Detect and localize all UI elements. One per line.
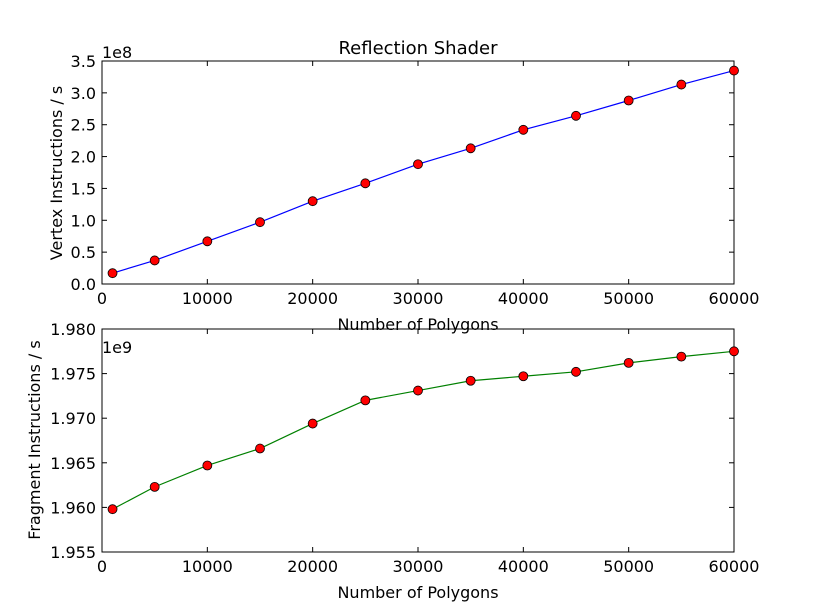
bottom-x-tick-label: 0 [97, 557, 107, 576]
bottom-y-tick-label: 1.975 [50, 365, 96, 384]
bottom-y-tick-label: 1.955 [50, 543, 96, 562]
top-x-tick-label: 0 [97, 289, 107, 308]
top-y-tick-label: 1.0 [71, 211, 96, 230]
bottom-data-point [202, 460, 213, 471]
top-data-point [465, 143, 476, 154]
top-y-tick-label: 3.5 [71, 52, 96, 71]
bottom-x-tick-label: 40000 [498, 557, 549, 576]
top-offset-label: 1e8 [102, 43, 132, 62]
bottom-axes-frame [101, 328, 735, 553]
bottom-series-line [112, 350, 735, 510]
top-x-tick-label: 60000 [709, 289, 760, 308]
top-data-point [623, 95, 634, 106]
top-x-tick-label: 30000 [393, 289, 444, 308]
top-x-tick-label: 50000 [603, 289, 654, 308]
bottom-y-tick-label: 1.965 [50, 454, 96, 473]
bottom-x-tick-label: 30000 [393, 557, 444, 576]
bottom-subplot: 1e9 Fragment Instructions / s Number of … [25, 320, 759, 602]
bottom-data-point [729, 346, 739, 357]
top-data-point [518, 124, 529, 135]
top-data-point [307, 196, 318, 207]
bottom-data-point [518, 371, 529, 382]
bottom-data-point [307, 418, 318, 429]
figure-title: Reflection Shader [338, 38, 498, 59]
top-data-point [571, 110, 581, 121]
top-y-tick-label: 2.5 [71, 116, 96, 135]
bottom-offset-label: 1e9 [102, 338, 132, 357]
bottom-data-point [623, 357, 634, 368]
bottom-y-tick-label: 1.980 [50, 320, 96, 339]
top-data-point [360, 178, 371, 189]
top-data-point [202, 236, 213, 247]
top-data-point [729, 65, 739, 76]
top-data-point [107, 268, 118, 279]
bottom-data-point [465, 375, 476, 386]
bottom-data-point [360, 395, 371, 406]
bottom-data-point [255, 443, 265, 454]
bottom-x-tick-label: 10000 [182, 557, 233, 576]
bottom-data-point [149, 481, 160, 492]
top-x-tick-label: 10000 [182, 289, 233, 308]
top-x-tick-label: 20000 [287, 289, 338, 308]
top-y-tick-label: 0.0 [71, 275, 96, 294]
top-y-tick-label: 3.0 [71, 84, 96, 103]
top-y-tick-label: 2.0 [71, 148, 96, 167]
top-y-tick-label: 1.5 [71, 179, 96, 198]
top-data-point [149, 255, 160, 266]
top-x-tick-label: 40000 [498, 289, 549, 308]
top-subplot: 1e8 Vertex Instructions / s Number of Po… [47, 43, 759, 334]
top-data-point [255, 217, 265, 228]
top-axes-frame [101, 60, 735, 285]
bottom-x-tick-label: 50000 [603, 557, 654, 576]
top-y-tick-label: 0.5 [71, 243, 96, 262]
bottom-x-axis-label: Number of Polygons [337, 583, 498, 602]
bottom-x-tick-label: 20000 [287, 557, 338, 576]
bottom-x-tick-label: 60000 [709, 557, 760, 576]
bottom-y-axis-label: Fragment Instructions / s [25, 340, 44, 539]
bottom-data-point [571, 366, 581, 377]
bottom-data-point [413, 385, 423, 396]
top-y-axis-label: Vertex Instructions / s [47, 86, 66, 260]
bottom-y-tick-label: 1.960 [50, 498, 96, 517]
bottom-y-tick-label: 1.970 [50, 409, 96, 428]
bottom-data-point [107, 504, 118, 515]
bottom-data-point [676, 351, 687, 362]
top-data-point [676, 79, 687, 90]
top-data-point [413, 159, 423, 170]
